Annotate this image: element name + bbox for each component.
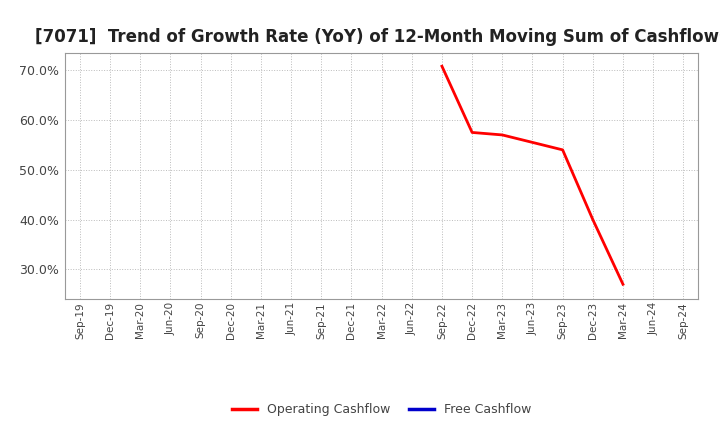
Title: [7071]  Trend of Growth Rate (YoY) of 12-Month Moving Sum of Cashflows: [7071] Trend of Growth Rate (YoY) of 12-… (35, 28, 720, 46)
Legend: Operating Cashflow, Free Cashflow: Operating Cashflow, Free Cashflow (227, 398, 536, 421)
